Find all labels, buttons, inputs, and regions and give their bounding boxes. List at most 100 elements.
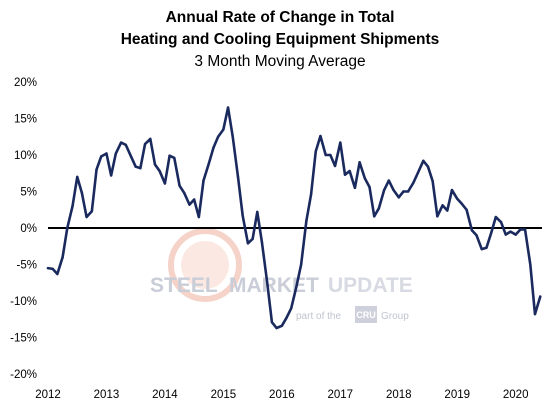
data-point — [212, 146, 215, 149]
data-point — [178, 184, 181, 187]
data-point — [377, 207, 381, 210]
data-point — [143, 142, 147, 146]
data-point — [460, 202, 464, 206]
data-point — [124, 143, 127, 146]
data-point — [450, 188, 454, 192]
data-point — [139, 166, 142, 170]
chart-title: Annual Rate of Change in Total — [166, 9, 395, 26]
data-point — [76, 175, 79, 179]
data-point — [134, 165, 137, 168]
data-point — [95, 168, 98, 171]
watermark-cru-logo-icon — [355, 306, 377, 323]
watermark-disc-icon — [181, 241, 229, 289]
data-point — [309, 193, 313, 196]
x-axis: 2012 2013 2014 2015 2016 2017 2018 2019 2020 — [35, 389, 528, 401]
data-point — [153, 163, 157, 166]
data-point — [343, 173, 347, 176]
data-point — [246, 242, 250, 245]
data-point — [61, 256, 64, 259]
data-point — [499, 220, 503, 224]
data-point — [504, 233, 507, 236]
series-points — [46, 106, 542, 330]
data-point — [402, 190, 405, 193]
watermark-brand-steel: STEEL — [150, 274, 218, 297]
data-point — [202, 179, 205, 182]
data-point — [509, 230, 512, 233]
data-point — [446, 209, 449, 212]
chart-subtitle: 3 Month Moving Average — [194, 53, 365, 70]
data-point — [514, 233, 517, 236]
data-point — [470, 228, 474, 232]
data-point — [280, 324, 284, 328]
data-point — [100, 155, 103, 158]
data-point — [85, 215, 88, 219]
watermark-tagline: part of the — [296, 311, 341, 322]
data-point — [158, 169, 161, 173]
data-point — [168, 154, 171, 157]
watermark-brand-market: MARKET — [229, 274, 319, 297]
data-point — [285, 316, 288, 319]
data-point — [236, 175, 240, 179]
data-point — [270, 320, 274, 324]
y-tick-label: 15% — [14, 114, 37, 126]
data-point — [329, 153, 332, 157]
x-tick-label: 2015 — [211, 389, 237, 401]
data-point — [475, 234, 478, 237]
data-point — [295, 285, 298, 288]
data-point — [426, 165, 430, 168]
y-tick-label: 0% — [20, 223, 37, 235]
data-point — [529, 263, 532, 266]
x-tick-label: 2020 — [503, 389, 529, 401]
data-point — [275, 326, 278, 330]
data-point — [533, 312, 537, 316]
data-point — [188, 203, 191, 206]
watermark-cru-logo-text: CRU — [356, 310, 376, 320]
data-point — [465, 208, 468, 211]
data-point — [71, 204, 74, 208]
data-point — [114, 152, 118, 155]
data-point — [109, 174, 113, 177]
chart-title-line2: Heating and Cooling Equipment Shipments — [121, 31, 440, 48]
data-point — [80, 191, 84, 195]
data-point — [56, 272, 59, 276]
x-tick-label: 2012 — [35, 389, 61, 401]
data-point — [333, 164, 337, 168]
data-point — [207, 162, 210, 165]
data-point — [314, 150, 317, 153]
watermark-ring-icon — [168, 228, 242, 302]
data-point — [373, 215, 376, 218]
data-point — [416, 171, 420, 174]
data-point — [406, 190, 410, 193]
data-point — [387, 179, 391, 182]
data-point — [480, 247, 483, 251]
data-point — [305, 219, 308, 222]
data-point — [149, 137, 152, 141]
watermark-brand-update: UPDATE — [328, 274, 413, 297]
data-point — [222, 128, 225, 131]
x-tick-label: 2016 — [269, 389, 295, 401]
data-point — [441, 204, 444, 207]
data-point — [192, 198, 196, 201]
data-point — [363, 177, 367, 180]
data-point — [485, 246, 488, 249]
data-point — [226, 106, 230, 109]
watermark-tagline-group: Group — [381, 311, 409, 322]
data-point — [216, 135, 220, 138]
x-tick-label: 2014 — [152, 389, 178, 401]
data-point — [494, 215, 498, 219]
x-tick-label: 2017 — [328, 389, 354, 401]
data-point — [339, 141, 342, 144]
data-point — [519, 228, 522, 231]
watermark-logo: STEEL MARKET UPDATE part of the CRU Grou… — [150, 228, 413, 323]
data-point — [436, 215, 439, 218]
y-tick-label: 10% — [14, 150, 37, 162]
data-point — [119, 141, 123, 144]
data-point — [456, 197, 459, 200]
data-point — [368, 185, 371, 189]
series-line — [46, 106, 542, 330]
data-point — [163, 182, 167, 185]
data-point — [319, 134, 322, 138]
data-point — [431, 180, 434, 183]
y-tick-label: -10% — [10, 296, 37, 308]
